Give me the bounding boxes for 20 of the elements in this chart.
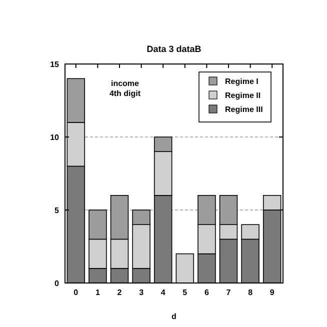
x-tick-label: 9 — [270, 288, 275, 297]
x-tick-label: 1 — [95, 288, 100, 297]
x-tick-label: 5 — [182, 288, 188, 297]
x-tick-label: 8 — [248, 288, 254, 297]
x-tick-label: 6 — [204, 288, 210, 297]
y-tick-label: 15 — [50, 60, 60, 69]
y-tick-label: 5 — [54, 206, 60, 215]
x-tick-label: 4 — [160, 288, 166, 297]
x-tick-label: 3 — [139, 288, 144, 297]
x-tick-label: 0 — [74, 288, 79, 297]
x-tick-label: 2 — [117, 288, 122, 297]
legend-label: Regime II — [225, 90, 261, 100]
y-tick-label: 10 — [50, 132, 60, 142]
chart-title: Data 3 dataB — [146, 44, 202, 54]
legend-label: Regime I — [225, 76, 258, 86]
x-tick-label: 7 — [226, 288, 232, 297]
legend-label: Regime III — [225, 104, 263, 114]
annotation: income 4th digit — [109, 79, 141, 98]
y-tick-label: 0 — [54, 278, 60, 288]
x-axis-title: d — [172, 312, 177, 321]
